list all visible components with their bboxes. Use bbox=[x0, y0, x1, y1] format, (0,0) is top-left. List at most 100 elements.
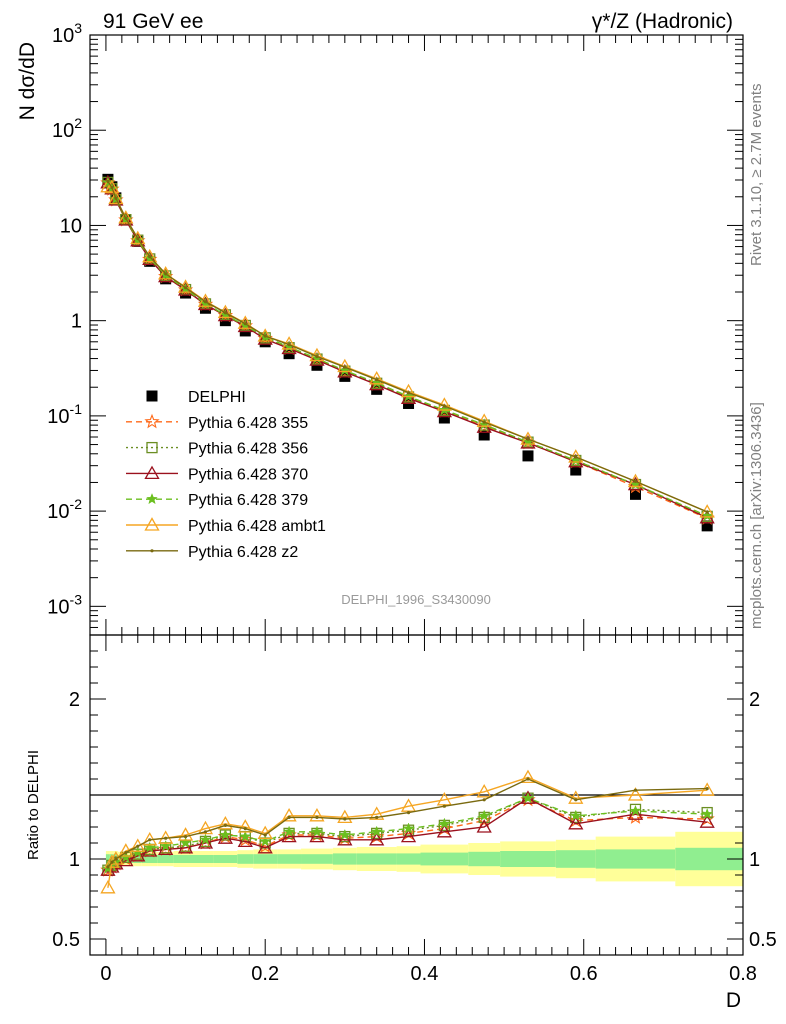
ratio-point-pythia-6-428-379 bbox=[143, 841, 156, 853]
data-point-pythia-6-428-z2 bbox=[164, 272, 168, 276]
ratio-point-pythia-6-428-ambt1 bbox=[337, 809, 353, 824]
data-point-pythia-6-428-z2 bbox=[106, 179, 110, 184]
ratio-point-pythia-6-428-z2 bbox=[243, 827, 247, 831]
header-right-label: γ*/Z (Hadronic) bbox=[592, 10, 733, 33]
data-point-pythia-6-428-z2 bbox=[287, 343, 291, 347]
ratio-band-layer bbox=[105, 831, 743, 887]
legend-marker-pythia-6-428-370 bbox=[144, 465, 160, 480]
ratio-point-pythia-6-428-379 bbox=[338, 828, 351, 840]
data-point-pythia-6-428-ambt1 bbox=[108, 190, 124, 205]
legend-label-pythia-6-428-ambt1: Pythia 6.428 ambt1 bbox=[188, 518, 326, 535]
uncertainty-band-inner bbox=[173, 855, 198, 863]
rivet-version-label: Rivet 3.1.10, ≥ 2.7M events bbox=[748, 83, 765, 267]
series-line-pythia-6-428-z2 bbox=[107, 181, 708, 513]
ratio-point-pythia-6-428-ambt1 bbox=[108, 851, 124, 865]
data-point-pythia-6-428-z2 bbox=[315, 354, 319, 359]
ratio-point-pythia-6-428-z2 bbox=[164, 836, 168, 840]
data-point-pythia-6-428-z2 bbox=[482, 420, 486, 424]
ratio-data-layer bbox=[100, 769, 715, 894]
data-point-pythia-6-428-379 bbox=[701, 509, 714, 521]
uncertainty-band-inner bbox=[675, 847, 743, 871]
ratio-point-pythia-6-428-379 bbox=[283, 825, 295, 837]
ratio-y-tick-label: 2 bbox=[69, 689, 80, 711]
uncertainty-band-inner bbox=[500, 851, 556, 867]
legend-label-delphi: DELPHI bbox=[188, 389, 246, 406]
uncertainty-band-inner bbox=[253, 854, 278, 864]
data-point-pythia-6-428-z2 bbox=[263, 334, 267, 338]
mcplots-reference-label: mcplots.cern.ch [arXiv:1306.3436] bbox=[748, 402, 765, 629]
uncertainty-band-inner bbox=[356, 853, 397, 865]
ratio-point-pythia-6-428-ambt1 bbox=[100, 879, 116, 894]
ratio-point-pythia-6-428-z2 bbox=[223, 823, 227, 828]
legend-label-pythia-6-428-370: Pythia 6.428 370 bbox=[188, 466, 308, 483]
y-tick-label: 1 bbox=[71, 311, 82, 333]
legend-marker-pythia-6-428-379 bbox=[146, 493, 158, 505]
ratio-point-pythia-6-428-z2 bbox=[136, 844, 140, 848]
legend-marker-pythia-6-428-z2 bbox=[150, 549, 154, 553]
ratio-point-pythia-6-428-379 bbox=[522, 791, 534, 804]
ratio-point-pythia-6-428-370 bbox=[699, 814, 715, 828]
ratio-point-pythia-6-428-ambt1 bbox=[104, 854, 120, 868]
y-tick-label: 102 bbox=[52, 115, 82, 142]
legend-label-pythia-6-428-356: Pythia 6.428 356 bbox=[188, 441, 308, 458]
uncertainty-band-inner bbox=[197, 855, 214, 863]
data-point-pythia-6-428-z2 bbox=[375, 378, 379, 382]
ratio-point-pythia-6-428-370 bbox=[217, 830, 233, 844]
legend: DELPHI Pythia 6.428 355 Pythia 6.428 356 Py… bbox=[126, 389, 326, 561]
x-tick-label: 0.2 bbox=[251, 963, 279, 985]
data-point-pythia-6-428-370 bbox=[568, 453, 584, 468]
data-point-pythia-6-428-z2 bbox=[124, 216, 128, 220]
ratio-point-pythia-6-428-ambt1 bbox=[627, 787, 644, 801]
main-data-layer bbox=[100, 173, 715, 532]
x-axis-label: D bbox=[726, 989, 741, 1012]
ratio-point-pythia-6-428-379 bbox=[701, 807, 714, 820]
ratio-point-pythia-6-428-z2 bbox=[124, 851, 128, 855]
ratio-point-pythia-6-428-379 bbox=[438, 817, 451, 829]
ratio-point-pythia-6-428-z2 bbox=[375, 815, 379, 820]
data-point-pythia-6-428-z2 bbox=[406, 391, 411, 395]
ratio-point-pythia-6-428-ambt1 bbox=[309, 807, 325, 822]
data-point-delphi bbox=[629, 488, 641, 500]
data-point-pythia-6-428-z2 bbox=[574, 455, 578, 459]
ratio-point-pythia-6-428-ambt1 bbox=[197, 820, 214, 835]
ratio-point-pythia-6-428-z2 bbox=[406, 811, 411, 815]
ratio-point-pythia-6-428-370 bbox=[130, 847, 146, 862]
ratio-point-pythia-6-428-z2 bbox=[526, 777, 530, 781]
legend-label-pythia-6-428-z2: Pythia 6.428 z2 bbox=[188, 544, 298, 561]
ratio-point-pythia-6-428-379 bbox=[239, 830, 252, 842]
series-line-pythia-6-428-ambt1 bbox=[107, 186, 708, 513]
ratio-point-pythia-6-428-370 bbox=[118, 852, 134, 867]
ratio-axis-ticks: 0.5 0.5 1 1 2 2 0 0.2 0.4 0.6 0.8 bbox=[52, 635, 777, 985]
data-point-pythia-6-428-z2 bbox=[343, 365, 347, 369]
uncertainty-band-inner bbox=[213, 855, 238, 863]
ratio-point-pythia-6-428-z2 bbox=[574, 798, 578, 802]
y-tick-label: 10-1 bbox=[47, 401, 82, 428]
uncertainty-band-inner bbox=[420, 852, 469, 866]
data-point-pythia-6-428-ambt1 bbox=[158, 266, 174, 280]
data-point-pythia-6-428-z2 bbox=[243, 322, 247, 326]
ratio-point-pythia-6-428-ambt1 bbox=[369, 806, 385, 820]
ratio-point-pythia-6-428-z2 bbox=[106, 865, 110, 869]
uncertainty-band-inner bbox=[237, 854, 254, 864]
ratio-line-pythia-6-428-355 bbox=[107, 799, 708, 871]
ratio-point-pythia-6-428-370 bbox=[568, 815, 584, 830]
ratio-point-pythia-6-428-379 bbox=[311, 825, 323, 837]
data-point-pythia-6-428-z2 bbox=[442, 404, 446, 408]
ratio-point-pythia-6-428-z2 bbox=[482, 798, 486, 802]
ratio-point-pythia-6-428-370 bbox=[257, 839, 273, 854]
data-point-pythia-6-428-370 bbox=[309, 352, 325, 366]
data-point-delphi bbox=[701, 520, 713, 532]
ratio-point-pythia-6-428-370 bbox=[369, 831, 385, 846]
data-point-pythia-6-428-z2 bbox=[183, 286, 188, 290]
ratio-point-pythia-6-428-ambt1 bbox=[237, 819, 253, 833]
ratio-y-axis-label: Ratio to DELPHI bbox=[25, 750, 42, 860]
data-point-pythia-6-428-z2 bbox=[110, 185, 114, 190]
ratio-point-pythia-6-428-z2 bbox=[343, 817, 347, 821]
ratio-point-pythia-6-428-z2 bbox=[183, 835, 188, 839]
ratio-point-pythia-6-428-ambt1 bbox=[130, 838, 146, 852]
main-y-axis-label: N dσ/dD bbox=[16, 42, 39, 120]
header-left-label: 91 GeV ee bbox=[103, 10, 203, 33]
uncertainty-band-inner bbox=[301, 854, 333, 864]
data-point-delphi bbox=[438, 412, 450, 424]
